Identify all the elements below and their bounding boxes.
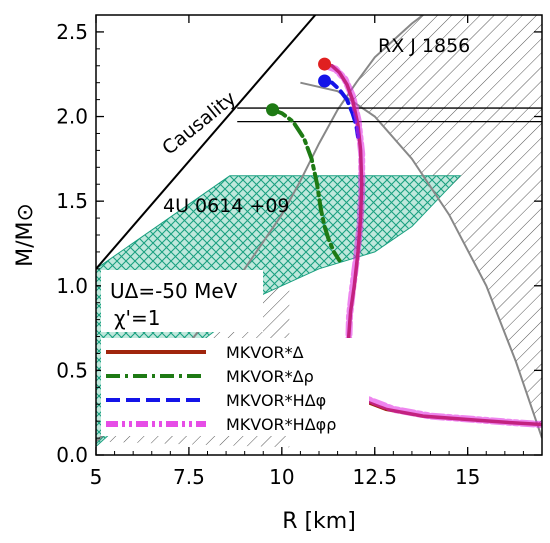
legend-label-1: MKVOR*Δρ [226,367,314,386]
series-line-2 [322,79,360,139]
x-tick-label: 12.5 [352,465,397,489]
params-line1: UΔ=-50 MeV [110,279,238,303]
x-tick-label: 7.5 [173,465,205,489]
series-layer [266,57,542,428]
params-line2: χ'=1 [114,306,161,330]
ticks-layer: 5 7.5 10 12.5 15 0.0 0.5 1.0 1.5 2.0 2.5 [56,14,543,489]
x-tick-label: 5 [90,465,103,489]
x-tick-label: 15 [455,465,480,489]
y-tick-label: 1.0 [56,274,88,298]
series-line-1 [270,107,342,263]
x-tick-label: 10 [269,465,294,489]
legend-label-0: MKVOR*Δ [226,343,304,362]
legend-box [101,338,369,436]
fouru-label: 4U 0614 +09 [163,195,290,217]
y-tick-label: 1.5 [56,189,88,213]
y-tick-label: 2.5 [56,20,88,44]
x-axis-title: R [km] [282,509,356,534]
legend-label-3: MKVOR*HΔφρ [226,415,336,434]
rxj-label: RX J 1856 [378,35,470,57]
y-tick-label: 0.0 [56,443,88,467]
series-line-3 [322,62,542,428]
y-tick-label: 0.5 [56,358,88,382]
legend-items: MKVOR*Δ MKVOR*Δρ MKVOR*HΔφ MKVOR*HΔφρ [106,343,336,434]
legend-label-2: MKVOR*HΔφ [226,391,326,410]
params-box: UΔ=-50 MeV χ'=1 [101,270,263,332]
y-axis-title: M/M⊙ [13,203,38,267]
legend: MKVOR*Δ MKVOR*Δρ MKVOR*HΔφ MKVOR*HΔφρ [101,338,369,436]
causality-line [96,15,317,270]
max-mass-marker-1 [266,103,280,117]
max-mass-marker-0 [318,57,332,71]
max-mass-marker-2 [318,74,332,88]
y-tick-label: 2.0 [56,105,88,129]
